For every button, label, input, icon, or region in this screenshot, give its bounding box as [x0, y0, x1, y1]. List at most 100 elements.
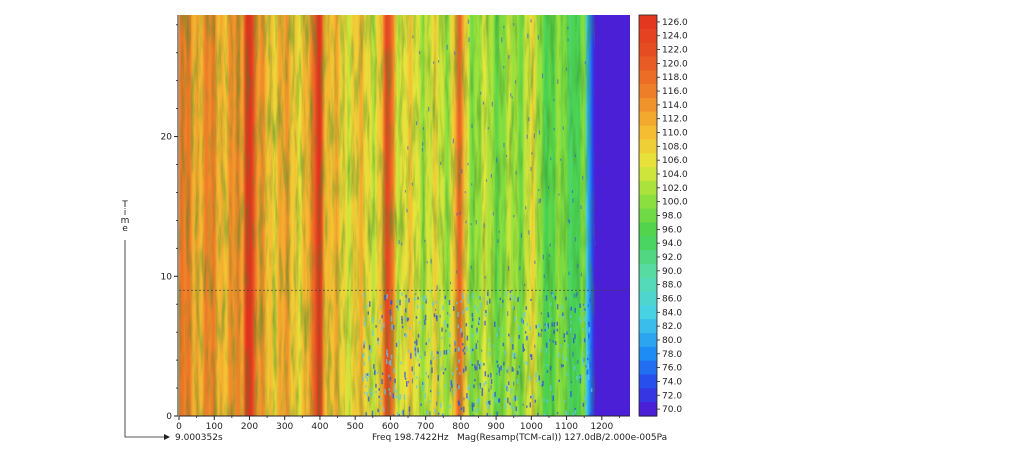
spectrogram-speckle — [461, 168, 463, 174]
spectrogram-speckle — [487, 291, 489, 297]
spectrogram-speckle — [549, 338, 551, 342]
spectrogram-speckle — [513, 214, 515, 218]
spectrogram-speckle — [473, 402, 475, 407]
spectrogram-speckle — [523, 348, 526, 351]
spectrogram-speckle — [516, 378, 519, 384]
spectrogram-speckle — [505, 405, 507, 409]
spectrogram-speckle — [377, 337, 379, 341]
spectrogram-speckle — [568, 271, 570, 276]
spectrogram-speckle — [562, 312, 564, 316]
spectrogram-speckle — [494, 391, 496, 397]
spectrogram-speckle — [572, 412, 574, 416]
spectrogram-speckle — [544, 323, 546, 326]
spectrogram-speckle — [440, 366, 443, 371]
spectrogram-speckle — [511, 366, 514, 372]
spectrogram-speckle — [406, 208, 408, 213]
colorbar-swatch — [639, 97, 657, 113]
colorbar-swatch — [639, 346, 657, 362]
spectrogram-speckle — [553, 329, 555, 335]
spectrogram-speckle — [365, 304, 367, 309]
spectrogram-speckle — [556, 412, 559, 415]
spectrogram-speckle — [417, 359, 419, 362]
spectrogram-speckle — [570, 380, 572, 384]
spectrogram-speckle — [399, 299, 401, 306]
spectrogram-speckle — [563, 339, 566, 343]
spectrogram-speckle — [578, 375, 581, 379]
plot-area[interactable] — [179, 15, 630, 421]
spectrogram-speckle — [458, 402, 461, 406]
spectrogram-speckle — [396, 305, 398, 308]
spectrogram-speckle — [543, 414, 546, 416]
spectrogram-speckle — [481, 390, 483, 396]
spectrogram-speckle — [463, 346, 466, 349]
colorbar-swatch — [639, 402, 657, 417]
spectrogram-speckle — [367, 311, 370, 315]
spectrogram-speckle — [574, 307, 576, 313]
spectrogram-speckle — [549, 365, 552, 371]
spectrogram-speckle — [404, 190, 407, 193]
spectrogram-speckle — [424, 319, 426, 326]
spectrogram-speckle — [467, 387, 469, 390]
spectrogram-speckle — [477, 307, 479, 314]
spectrogram-speckle — [383, 322, 385, 328]
spectrogram-speckle — [579, 303, 581, 308]
spectrogram-speckle — [426, 410, 428, 416]
spectrogram-speckle — [444, 319, 446, 326]
spectrogram-speckle — [525, 361, 528, 365]
spectrogram-speckle — [526, 405, 528, 408]
spectrogram-speckle — [362, 354, 364, 359]
colorbar-swatch — [639, 291, 657, 306]
spectrogram-speckle — [583, 338, 586, 343]
spectrogram-speckle — [572, 338, 575, 344]
spectrogram-speckle — [582, 339, 584, 343]
spectrogram-speckle — [503, 66, 505, 69]
y-axis-label-letter: m — [121, 216, 130, 226]
spectrogram-speckle — [594, 240, 596, 246]
spectrogram-speckle — [386, 349, 388, 355]
spectrogram-speckle — [468, 396, 470, 401]
spectrogram-speckle — [514, 80, 517, 84]
spectrogram-speckle — [511, 387, 513, 394]
spectrogram-speckle — [450, 380, 453, 386]
spectrogram-speckle — [373, 371, 376, 376]
spectrogram-speckle — [485, 311, 487, 317]
spectrogram-speckle — [465, 220, 467, 224]
spectrogram-speckle — [478, 363, 481, 370]
spectrogram-speckle — [376, 371, 379, 375]
spectrogram-speckle — [479, 302, 482, 309]
colorbar-swatch — [639, 167, 657, 182]
spectrogram-speckle — [513, 381, 515, 386]
spectrogram-speckle — [514, 316, 516, 322]
spectrogram-speckle — [458, 385, 460, 389]
spectrogram-speckle — [548, 254, 551, 257]
spectrogram-speckle — [581, 355, 584, 361]
spectrogram-speckle — [466, 346, 469, 353]
spectrogram-speckle — [408, 412, 411, 416]
colorbar-swatch — [639, 277, 657, 293]
spectrogram-speckle — [505, 154, 508, 157]
spectrogram-speckle — [525, 206, 527, 210]
spectrogram-speckle — [572, 198, 574, 203]
spectrogram-speckle — [378, 388, 381, 391]
spectrogram-speckle — [382, 406, 385, 412]
spectrogram-speckle — [428, 106, 430, 112]
spectrogram-speckle — [579, 320, 582, 324]
x-tick-label: 0 — [176, 422, 182, 432]
spectrogram-speckle — [375, 390, 377, 394]
spectrogram-speckle — [489, 412, 491, 416]
spectrogram-speckle — [538, 375, 541, 381]
spectrogram-speckle — [589, 412, 592, 416]
spectrogram-speckle — [423, 381, 425, 388]
spectrogram-speckle — [521, 317, 523, 323]
spectrogram-speckle — [404, 333, 407, 337]
spectrogram-speckle — [390, 354, 393, 360]
spectrogram-speckle — [395, 389, 397, 394]
spectrogram-speckle — [503, 142, 505, 148]
colorbar-swatch — [639, 208, 657, 224]
time-cursor-leader — [124, 240, 165, 438]
spectrogram-speckle — [432, 301, 434, 307]
spectrogram-speckle — [589, 362, 591, 369]
spectrogram-speckle — [569, 327, 572, 333]
spectrogram-speckle — [588, 322, 590, 328]
spectrogram-speckle — [456, 383, 459, 388]
